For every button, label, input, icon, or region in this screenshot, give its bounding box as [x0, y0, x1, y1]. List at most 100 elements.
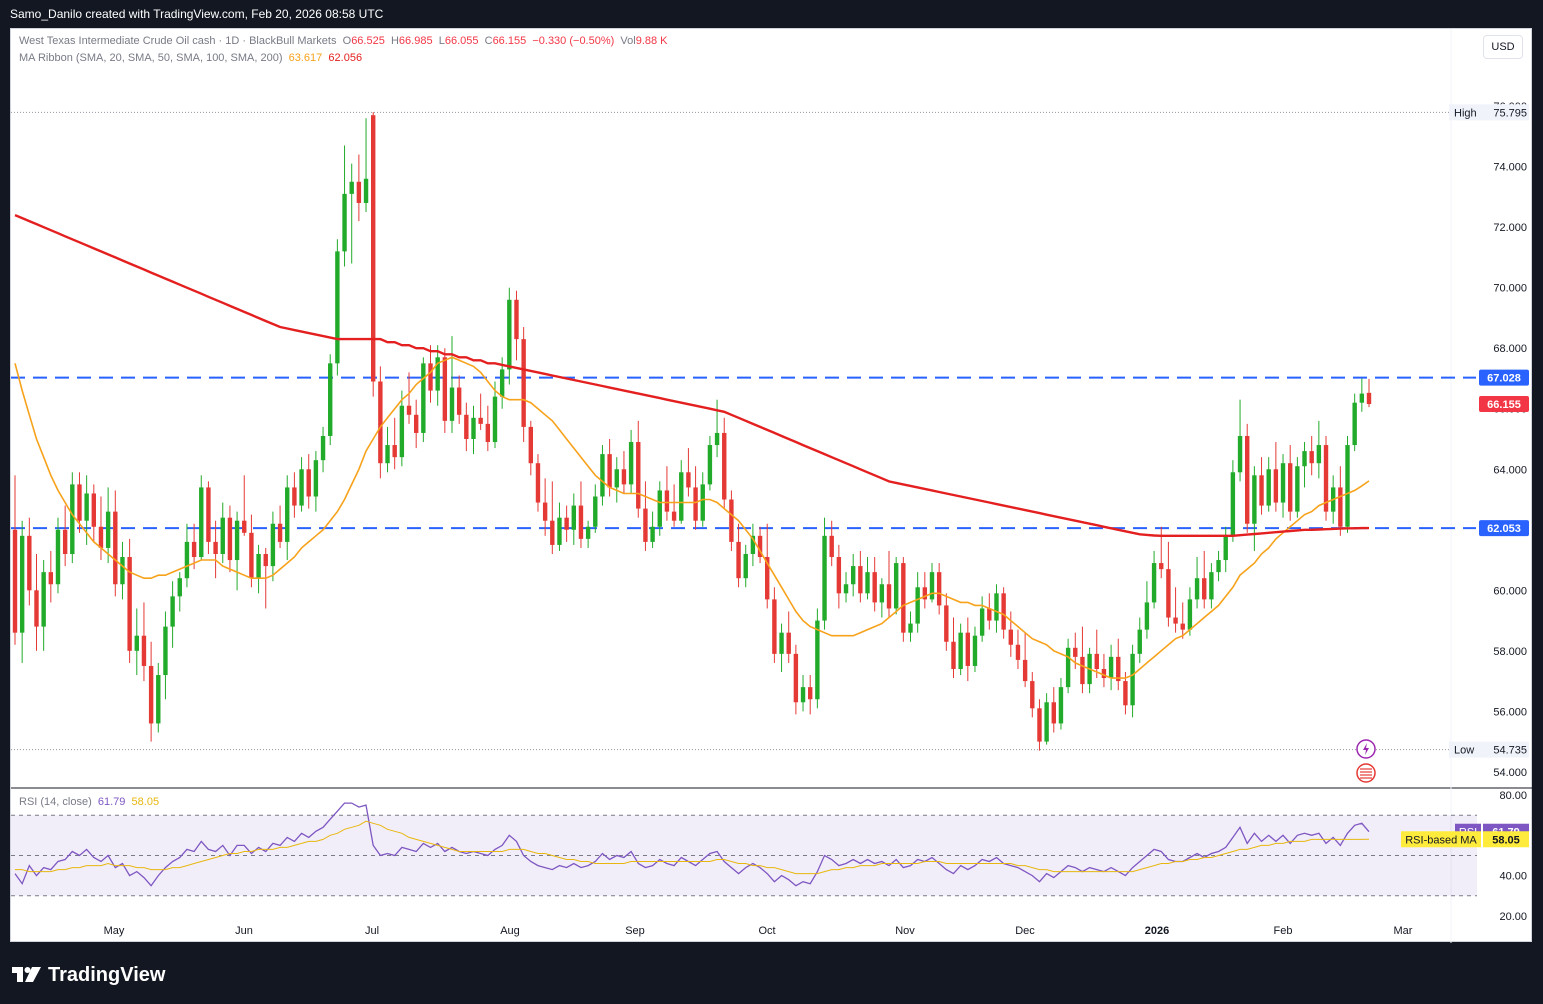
candle-body — [772, 599, 777, 654]
vol-value: 9.88 K — [635, 35, 668, 47]
sma-20-line — [14, 356, 1370, 679]
rsi-axis-tick: 20.00 — [1499, 911, 1527, 923]
rsi-title[interactable]: RSI (14, close) — [19, 796, 92, 808]
top-bar: Samo_Danilo created with TradingView.com… — [0, 0, 1543, 28]
time-axis-tick: Dec — [1015, 925, 1035, 937]
candle-body — [808, 687, 813, 700]
rsi-ma-value-label: 58.05 — [1492, 834, 1520, 846]
candle-body — [163, 626, 168, 676]
price-axis-tick: 72.000 — [1493, 222, 1527, 234]
candle-body — [714, 432, 720, 446]
candle-body — [1309, 451, 1314, 464]
candle-body — [356, 181, 362, 203]
candle-body — [1345, 445, 1350, 527]
candle-body — [1202, 578, 1207, 600]
brand-name: TradingView — [48, 963, 166, 986]
candle-body — [1259, 475, 1264, 506]
ma-value-1: 63.617 — [288, 52, 323, 64]
candle-body — [1166, 569, 1171, 618]
symbol-title[interactable]: West Texas Intermediate Crude Oil cash ·… — [19, 35, 337, 47]
candle-body — [227, 517, 233, 561]
time-axis-tick: Jul — [365, 925, 379, 937]
price-axis-tick: 60.000 — [1493, 585, 1527, 597]
close-value: 66.155 — [492, 35, 527, 47]
low-label: L — [438, 35, 445, 47]
candle-body — [829, 535, 834, 558]
candle-body — [1065, 647, 1071, 688]
candle-body — [199, 487, 204, 558]
candle-body — [1037, 708, 1042, 742]
candle-body — [557, 517, 562, 545]
time-axis-tick: Sep — [625, 925, 645, 937]
candle-body — [1245, 435, 1250, 524]
chart-canvas[interactable]: 76.00074.00072.00070.00068.00066.00064.0… — [11, 29, 1533, 943]
candle-body — [528, 426, 534, 464]
candle-body — [757, 535, 763, 558]
candle-body — [242, 520, 247, 533]
candle-body — [850, 566, 856, 585]
rsi-ma-tag-bg — [1401, 831, 1481, 848]
candle-body — [650, 526, 655, 542]
rsi-band — [11, 815, 1477, 896]
candle-body — [865, 572, 870, 594]
candle-body — [428, 363, 433, 391]
candle-body — [1180, 623, 1185, 630]
sma-200-line — [14, 213, 1369, 537]
candle-body — [292, 487, 297, 506]
candle-body — [578, 505, 584, 539]
author-credit: Samo_Danilo created with TradingView.com… — [10, 7, 384, 21]
ma-ribbon-title[interactable]: MA Ribbon (SMA, 20, SMA, 50, SMA, 100, S… — [19, 52, 283, 64]
candle-body — [1073, 647, 1078, 657]
candle-body — [313, 460, 319, 497]
candle-body — [435, 357, 440, 391]
rsi-ma-tag-label: RSI-based MA — [1405, 834, 1477, 846]
rsi-legend-value: 61.79 — [97, 796, 126, 808]
candle-body — [693, 487, 698, 521]
candle-body — [929, 572, 935, 600]
candle-body — [141, 635, 147, 666]
chart-frame[interactable]: 76.00074.00072.00070.00068.00066.00064.0… — [10, 28, 1533, 943]
candle-body — [34, 590, 39, 627]
candle-body — [120, 557, 125, 585]
candle-body — [492, 396, 498, 443]
candle-body — [1173, 617, 1178, 624]
candle-body — [1316, 445, 1322, 464]
high-value: 66.985 — [398, 35, 433, 47]
candle-body — [1130, 653, 1135, 706]
candle-body — [786, 632, 791, 654]
candle-body — [1123, 681, 1128, 706]
candle-body — [800, 687, 806, 703]
candle-body — [815, 620, 820, 700]
candle-body — [105, 511, 111, 548]
price-axis-tick: 74.000 — [1493, 162, 1527, 174]
candle-body — [965, 632, 971, 666]
candle-body — [1030, 681, 1035, 709]
candle-body — [392, 445, 397, 458]
candle-body — [1216, 560, 1221, 573]
candle-body — [335, 251, 340, 364]
change-value: −0.330 (−0.50%) — [532, 35, 615, 47]
candle-body — [879, 584, 885, 603]
candle-body — [342, 193, 347, 252]
candle-body — [478, 417, 483, 424]
candle-body — [1001, 593, 1006, 630]
candle-body — [1080, 656, 1085, 685]
candle-body — [206, 487, 211, 542]
time-axis-tick: Nov — [895, 925, 915, 937]
candle-body — [378, 381, 383, 464]
currency-button[interactable]: USD — [1483, 35, 1523, 59]
low-marker-label: Low — [1454, 745, 1474, 757]
time-axis-tick: Mar — [1394, 925, 1413, 937]
candle-body — [886, 584, 892, 609]
candle-body — [600, 454, 605, 497]
candle-body — [1323, 445, 1329, 512]
vol-label: Vol — [620, 35, 636, 47]
last-price-label: 66.155 — [1487, 399, 1521, 411]
candle-body — [922, 587, 928, 600]
candle-body — [442, 357, 448, 421]
us-flag-event-icon — [1356, 763, 1376, 783]
candle-body — [593, 496, 598, 527]
candle-body — [614, 469, 619, 488]
candle-body — [722, 432, 727, 500]
candle-body — [249, 532, 254, 579]
